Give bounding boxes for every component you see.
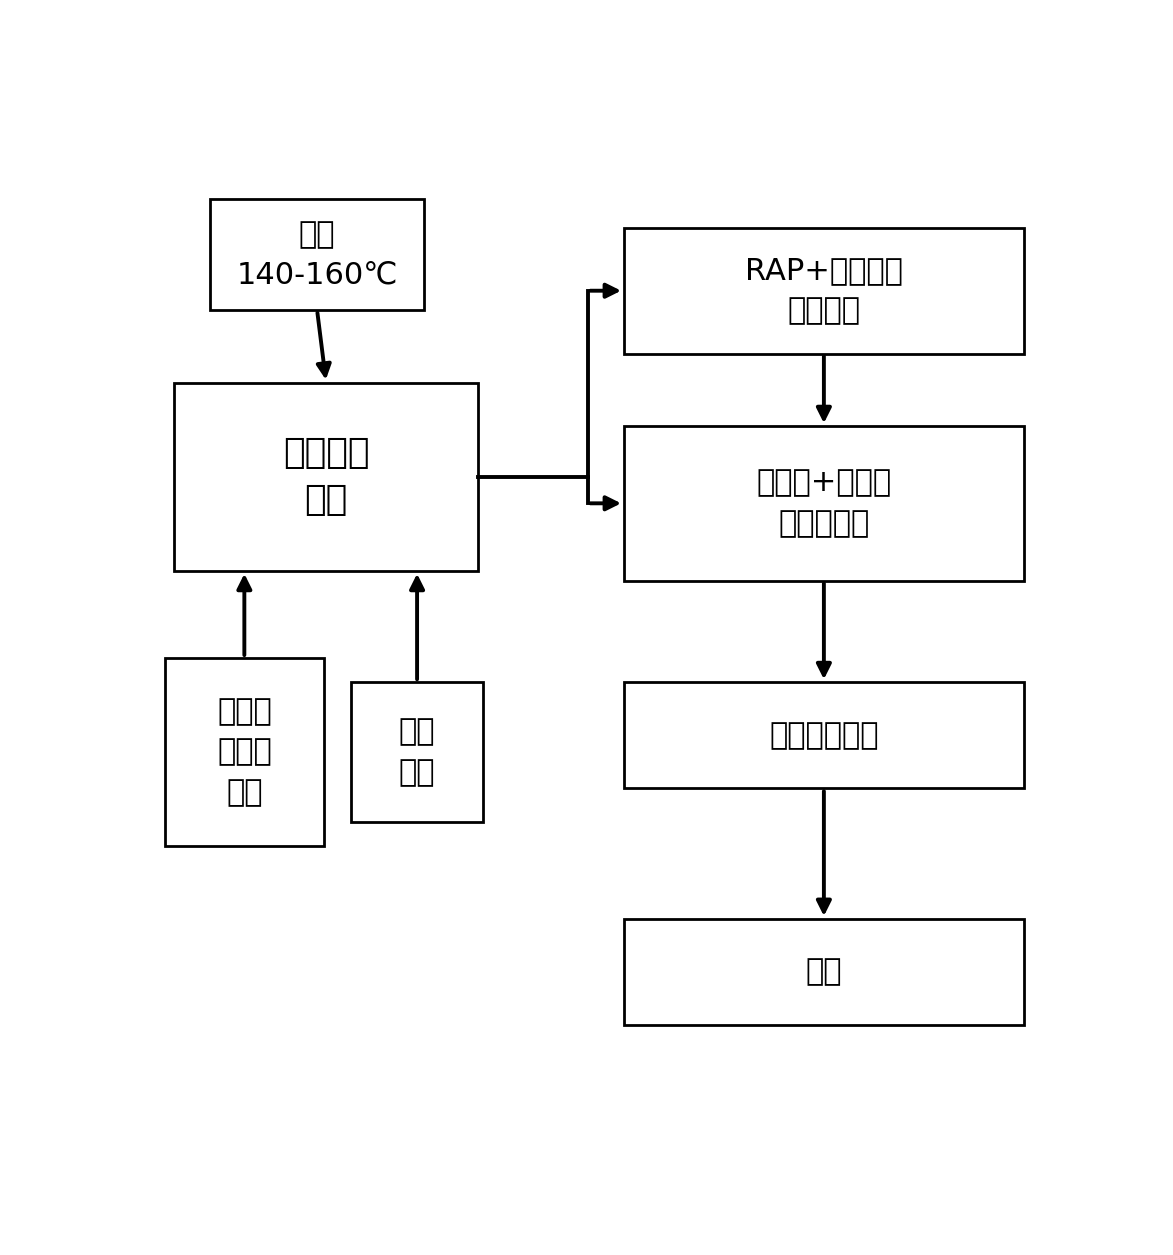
Text: 出料: 出料 (806, 958, 842, 986)
Text: 高压
空气: 高压 空气 (399, 718, 435, 787)
Text: 表面活
性剂水
溶液: 表面活 性剂水 溶液 (217, 698, 272, 807)
Text: 氥青
140-160℃: 氥青 140-160℃ (236, 220, 398, 289)
Bar (624, 228, 1024, 354)
Text: RAP+机械发泡
氥青拌合: RAP+机械发泡 氥青拌合 (745, 256, 903, 325)
Bar (351, 683, 483, 822)
Text: 新集料+机械发
泡氥青拌合: 新集料+机械发 泡氥青拌合 (757, 468, 891, 538)
Text: 加入矿粉拌合: 加入矿粉拌合 (769, 720, 879, 749)
Bar (624, 425, 1024, 581)
Bar (624, 919, 1024, 1025)
Bar (210, 198, 423, 310)
Bar (164, 658, 324, 846)
Text: 机械发泡
氥青: 机械发泡 氥青 (283, 435, 369, 517)
Bar (624, 683, 1024, 788)
Bar (174, 383, 479, 571)
